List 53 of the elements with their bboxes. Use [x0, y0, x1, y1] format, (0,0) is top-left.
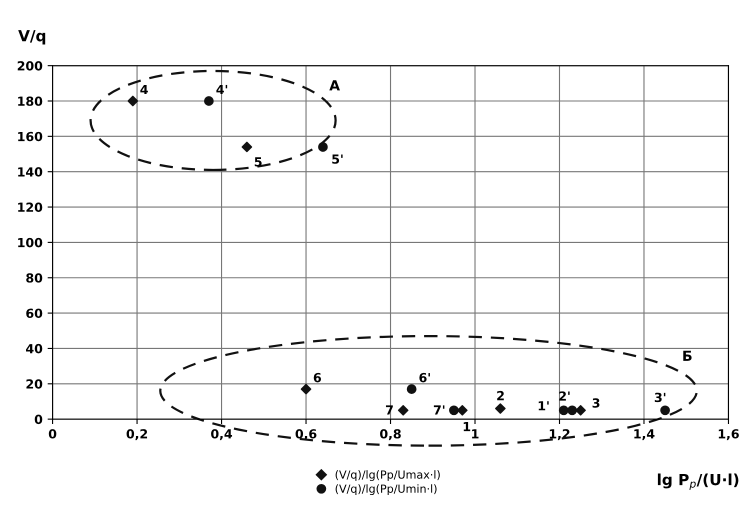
point: [495, 403, 506, 414]
point: [242, 142, 252, 152]
x-tick-label: 1,4: [634, 429, 654, 440]
annotation: 6': [419, 372, 430, 382]
annotation: 5': [332, 154, 343, 164]
x-tick-label: 0,2: [126, 429, 148, 440]
annotation: 7: [386, 405, 393, 414]
point: [398, 405, 408, 416]
annotation: 7': [434, 405, 444, 414]
point: [318, 142, 328, 152]
annotation: 3': [654, 392, 666, 402]
annotation: 4': [216, 84, 228, 94]
y-tick-label: 160: [18, 132, 42, 142]
point: [558, 405, 569, 416]
legend-label: (V/q)/lg(Pp/Umax·l): [336, 470, 440, 481]
annotation: 2': [559, 391, 570, 401]
point: [300, 384, 312, 394]
annotation: А: [329, 80, 340, 90]
legend-label: (V/q)/lg(Pp/Umin·l): [336, 484, 437, 495]
x-tick-label: 0,4: [211, 429, 232, 440]
y-tick-label: 140: [18, 167, 42, 177]
point: [457, 405, 468, 416]
x-tick-label: 0,8: [380, 429, 401, 440]
y-tick-label: 20: [26, 379, 42, 389]
annotation: 1': [538, 401, 549, 410]
y-tick-label: 40: [26, 344, 42, 354]
x-tick-label: 0: [48, 429, 56, 439]
annotation: 6: [314, 372, 321, 382]
y-tick-label: 120: [18, 202, 42, 212]
y-tick-label: 200: [18, 61, 42, 71]
annotation: Б: [683, 350, 692, 361]
y-tick-label: 0: [34, 414, 42, 424]
x-axis-title: lg P$_{p}$/(U·l): [658, 474, 738, 490]
point: [575, 405, 586, 416]
y-tick-label: 60: [26, 308, 42, 318]
x-tick-label: 1,6: [718, 429, 739, 440]
y-tick-label: 180: [18, 96, 42, 106]
point: [204, 96, 214, 106]
annotation: 2: [497, 390, 504, 400]
y-tick-label: 80: [26, 273, 42, 283]
x-tick-label: 1: [472, 429, 478, 438]
x-tick-label: 0,6: [296, 429, 316, 440]
point: [128, 96, 138, 106]
annotation: 5: [254, 157, 262, 167]
y-tick-label: 100: [18, 238, 42, 248]
annotation: 1: [464, 422, 470, 432]
annotation: 3: [592, 398, 600, 408]
annotation: 4: [140, 84, 148, 94]
point: [406, 384, 417, 394]
y-axis-title: V/q: [18, 30, 46, 44]
point: [567, 405, 578, 416]
point: [449, 405, 459, 416]
point: [660, 405, 670, 416]
